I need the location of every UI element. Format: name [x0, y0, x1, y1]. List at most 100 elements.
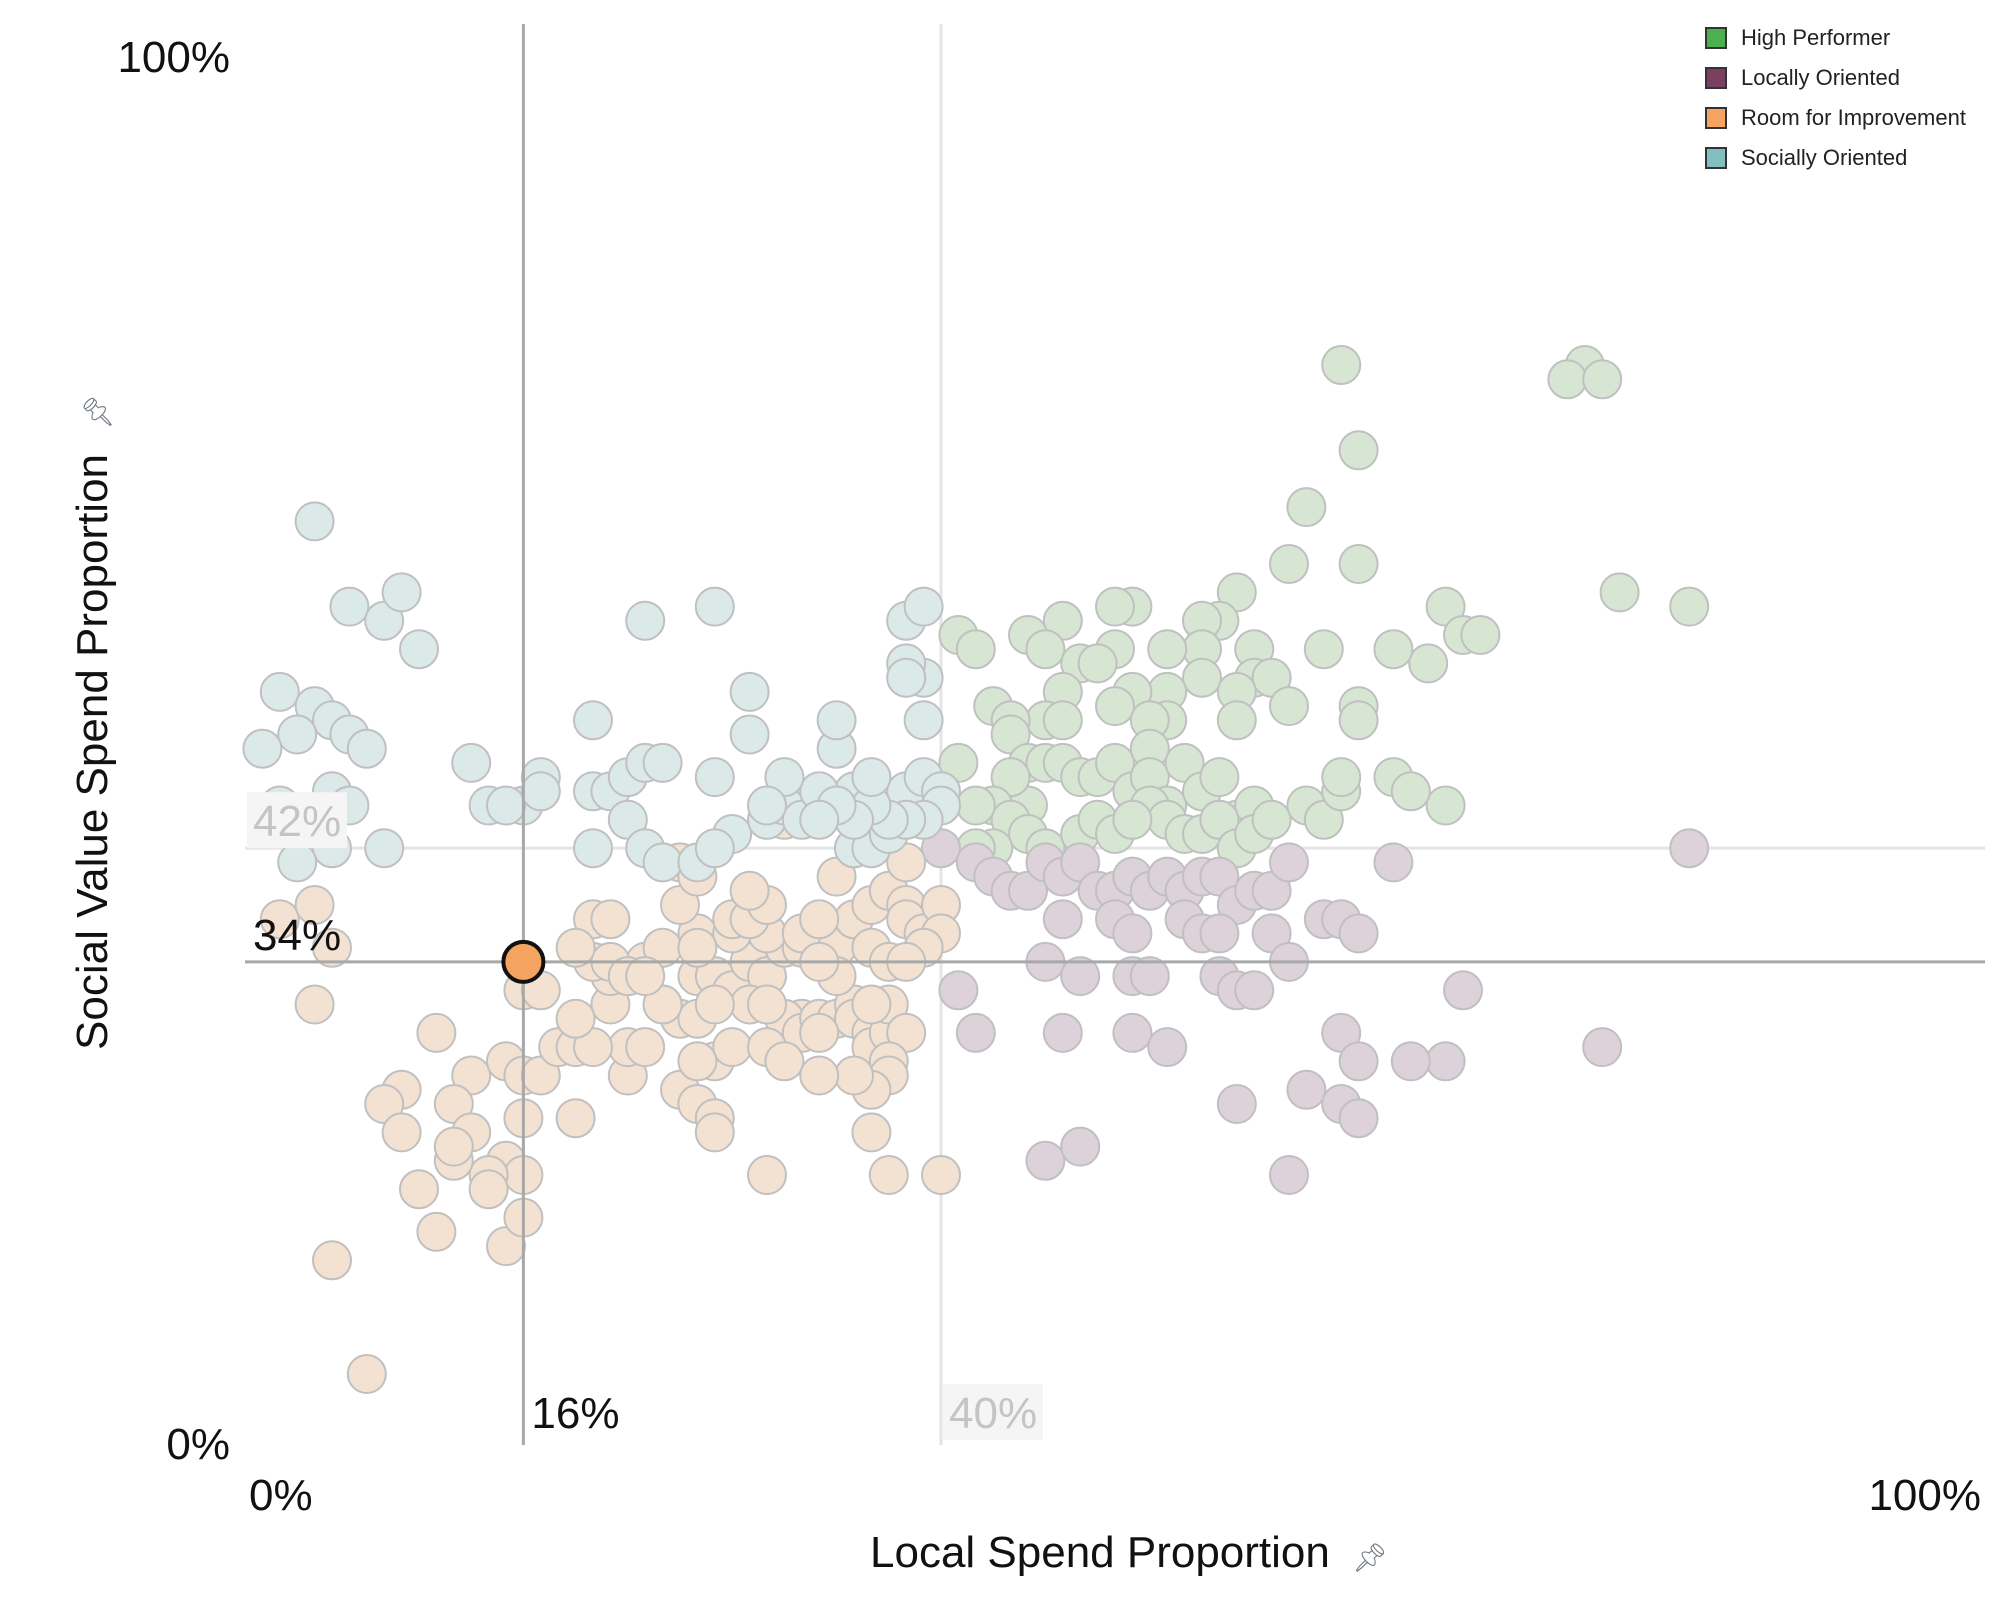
data-point[interactable]: [259, 671, 300, 712]
data-point[interactable]: [1112, 799, 1153, 840]
data-point[interactable]: [1025, 1140, 1066, 1181]
data-point[interactable]: [834, 1055, 874, 1096]
data-point[interactable]: [1338, 544, 1379, 584]
data-point[interactable]: [955, 785, 996, 826]
data-point[interactable]: [1599, 572, 1640, 613]
data-point[interactable]: [451, 742, 492, 783]
data-point[interactable]: [1582, 1027, 1623, 1068]
data-point[interactable]: [1425, 785, 1466, 826]
data-point[interactable]: [625, 1027, 666, 1068]
data-point[interactable]: [1147, 1027, 1188, 1068]
data-point[interactable]: [381, 1112, 422, 1153]
data-point[interactable]: [868, 1155, 909, 1195]
data-point[interactable]: [1338, 700, 1379, 741]
data-point[interactable]: [1373, 842, 1414, 883]
data-point[interactable]: [468, 1169, 509, 1210]
data-point[interactable]: [277, 714, 318, 755]
data-point[interactable]: [573, 828, 613, 869]
data-point[interactable]: [729, 870, 770, 911]
data-point[interactable]: [1338, 1041, 1379, 1082]
data-point[interactable]: [433, 1126, 474, 1167]
data-point[interactable]: [312, 927, 352, 968]
data-point[interactable]: [294, 984, 335, 1025]
data-point[interactable]: [294, 885, 335, 925]
data-point[interactable]: [399, 629, 439, 670]
data-point[interactable]: [399, 1169, 439, 1210]
data-point[interactable]: [242, 728, 283, 769]
data-point[interactable]: [1216, 1084, 1257, 1124]
data-point[interactable]: [1269, 544, 1309, 584]
data-point[interactable]: [1303, 629, 1344, 670]
data-point[interactable]: [555, 998, 596, 1039]
data-point[interactable]: [712, 1027, 753, 1068]
data-point[interactable]: [381, 572, 422, 613]
data-point[interactable]: [851, 984, 892, 1025]
data-point[interactable]: [1286, 487, 1327, 528]
data-point[interactable]: [1077, 643, 1118, 684]
data-point[interactable]: [799, 1055, 840, 1096]
data-point[interactable]: [694, 828, 735, 869]
data-point[interactable]: [1582, 359, 1623, 400]
data-point[interactable]: [1269, 1155, 1309, 1195]
data-point[interactable]: [729, 671, 770, 712]
data-point[interactable]: [1408, 643, 1449, 684]
data-point[interactable]: [1443, 970, 1483, 1011]
data-point[interactable]: [1199, 757, 1240, 798]
data-point[interactable]: [799, 1012, 840, 1053]
data-point[interactable]: [416, 1211, 457, 1252]
data-point[interactable]: [259, 899, 300, 940]
data-point[interactable]: [1060, 956, 1101, 997]
legend-item-locally-oriented[interactable]: Locally Oriented: [1705, 58, 1966, 98]
data-point[interactable]: [1199, 913, 1240, 954]
data-point[interactable]: [694, 757, 735, 798]
highlighted-data-point[interactable]: [501, 939, 546, 984]
data-point[interactable]: [747, 984, 787, 1025]
data-point[interactable]: [764, 1041, 805, 1082]
data-point[interactable]: [277, 842, 318, 883]
data-point[interactable]: [1390, 771, 1431, 812]
data-point[interactable]: [1095, 686, 1135, 727]
data-point[interactable]: [851, 757, 892, 798]
data-point[interactable]: [938, 970, 979, 1011]
data-point[interactable]: [573, 700, 613, 741]
data-point[interactable]: [1147, 629, 1188, 670]
data-point[interactable]: [1112, 913, 1153, 954]
pin-icon[interactable]: 📌︎: [82, 394, 113, 430]
data-point[interactable]: [816, 700, 857, 741]
data-point[interactable]: [416, 1012, 457, 1053]
data-point[interactable]: [1234, 970, 1275, 1011]
legend-item-socially-oriented[interactable]: Socially Oriented: [1705, 138, 1966, 178]
data-point[interactable]: [1182, 657, 1222, 698]
data-point[interactable]: [1042, 700, 1083, 741]
data-point[interactable]: [1112, 1012, 1153, 1053]
data-point[interactable]: [294, 501, 335, 542]
data-point[interactable]: [1269, 842, 1309, 883]
data-point[interactable]: [1425, 1041, 1466, 1082]
data-point[interactable]: [747, 1155, 787, 1195]
data-point[interactable]: [486, 785, 526, 826]
data-point[interactable]: [955, 1012, 996, 1053]
data-point[interactable]: [1321, 345, 1362, 385]
data-point[interactable]: [694, 984, 735, 1025]
data-point[interactable]: [1373, 629, 1414, 670]
data-point[interactable]: [1338, 913, 1379, 954]
data-point[interactable]: [520, 771, 561, 812]
data-point[interactable]: [799, 899, 840, 940]
data-point[interactable]: [1338, 1098, 1379, 1139]
data-point[interactable]: [625, 956, 666, 997]
data-point[interactable]: [903, 586, 944, 627]
data-point[interactable]: [1286, 1069, 1327, 1110]
data-point[interactable]: [364, 828, 405, 869]
data-point[interactable]: [851, 1112, 892, 1153]
data-point[interactable]: [1251, 799, 1292, 840]
data-point[interactable]: [329, 586, 370, 627]
data-point[interactable]: [677, 1041, 718, 1082]
data-point[interactable]: [642, 742, 683, 783]
data-point[interactable]: [555, 1098, 596, 1139]
data-point[interactable]: [1669, 586, 1710, 627]
legend-item-high-performer[interactable]: High Performer: [1705, 18, 1966, 58]
data-point[interactable]: [312, 1240, 352, 1281]
data-point[interactable]: [1060, 1126, 1101, 1167]
data-point[interactable]: [747, 785, 787, 826]
data-point[interactable]: [729, 714, 770, 755]
